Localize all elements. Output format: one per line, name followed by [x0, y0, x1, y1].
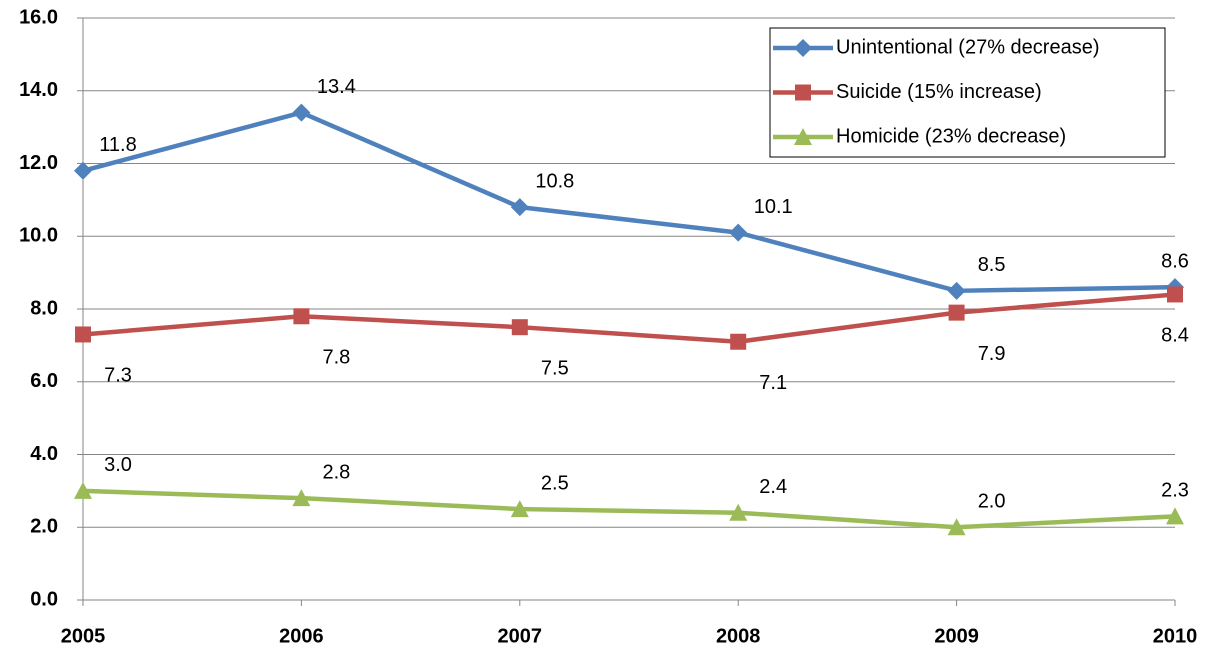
legend-label: Unintentional (27% decrease)	[836, 36, 1100, 58]
data-point	[948, 304, 965, 321]
data-point	[74, 161, 92, 180]
data-label: 7.5	[541, 357, 569, 379]
y-tick-label: 2.0	[30, 516, 58, 538]
data-label: 13.4	[317, 76, 356, 98]
data-point	[511, 319, 528, 336]
legend-marker	[794, 39, 812, 57]
data-label: 8.5	[978, 254, 1006, 276]
legend-label: Homicide (23% decrease)	[836, 125, 1066, 147]
data-point	[75, 326, 91, 343]
data-label: 7.3	[104, 365, 132, 387]
data-point	[947, 518, 966, 536]
y-tick-label: 6.0	[30, 370, 58, 392]
data-label: 2.3	[1161, 480, 1189, 502]
data-point	[1166, 507, 1184, 525]
data-point	[74, 481, 92, 499]
y-tick-label: 16.0	[19, 6, 58, 28]
legend-label: Suicide (15% increase)	[836, 81, 1042, 103]
data-point	[730, 333, 747, 350]
data-label: 2.4	[759, 476, 787, 498]
legend-marker	[795, 84, 811, 101]
data-point	[292, 103, 311, 122]
y-tick-label: 4.0	[30, 443, 58, 465]
series-line	[82, 488, 1176, 530]
y-tick-label: 8.0	[30, 297, 58, 319]
y-tick-label: 14.0	[19, 79, 58, 101]
data-label: 11.8	[99, 134, 136, 156]
data-label: 7.9	[978, 343, 1006, 365]
data-label: 2.5	[541, 472, 569, 494]
data-point	[292, 489, 311, 507]
data-point	[729, 223, 748, 242]
data-label: 2.8	[322, 461, 350, 483]
y-tick-label: 10.0	[19, 225, 58, 247]
data-label: 10.8	[535, 170, 574, 192]
data-point	[510, 198, 529, 217]
data-label: 10.1	[754, 196, 793, 218]
legend	[769, 27, 1166, 158]
x-tick-label: 2007	[498, 625, 543, 647]
series-line	[82, 110, 1176, 294]
x-tick-label: 2005	[61, 625, 106, 647]
x-tick-label: 2010	[1153, 625, 1198, 647]
x-tick-label: 2008	[716, 625, 761, 647]
x-tick-label: 2006	[279, 625, 324, 647]
x-tick-label: 2009	[934, 625, 979, 647]
data-label: 8.6	[1161, 250, 1189, 272]
data-point	[293, 308, 310, 325]
data-point	[510, 500, 529, 518]
data-label: 8.4	[1161, 325, 1189, 347]
data-point	[947, 281, 966, 300]
data-label: 7.8	[322, 347, 350, 369]
legend-marker	[794, 128, 812, 145]
y-tick-label: 0.0	[30, 588, 58, 610]
data-label: 7.1	[759, 372, 787, 394]
data-point	[729, 503, 748, 521]
y-tick-label: 12.0	[19, 152, 58, 174]
data-label: 2.0	[978, 491, 1006, 513]
data-point	[1167, 286, 1183, 303]
series-line	[82, 292, 1176, 344]
data-label: 3.0	[104, 454, 132, 476]
